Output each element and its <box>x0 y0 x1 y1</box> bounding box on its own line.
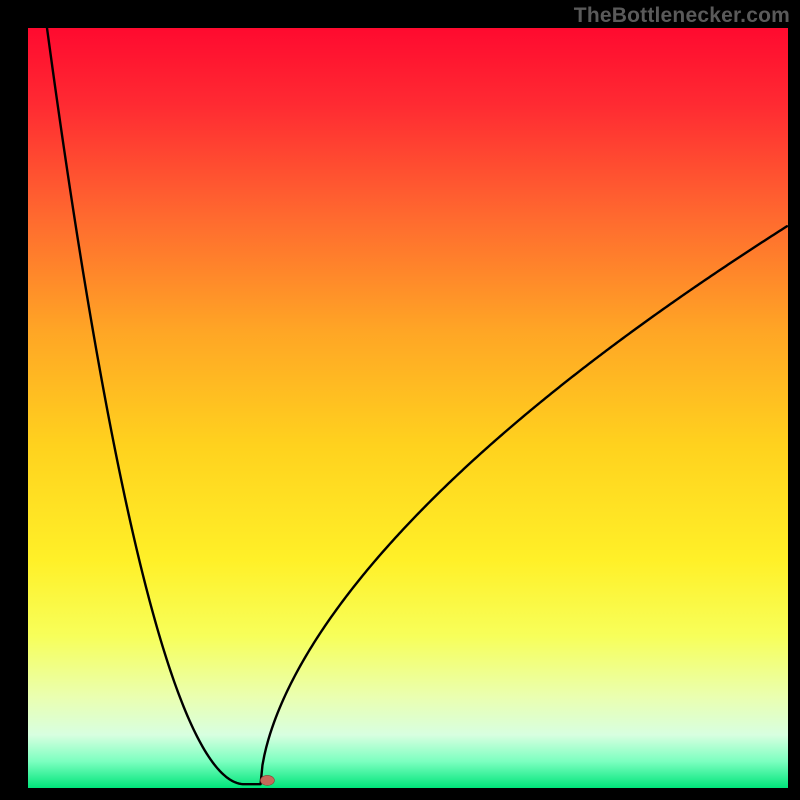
watermark-text: TheBottlenecker.com <box>574 4 790 28</box>
optimum-marker <box>260 775 274 785</box>
bottleneck-chart <box>0 0 800 800</box>
plot-area <box>28 28 788 788</box>
